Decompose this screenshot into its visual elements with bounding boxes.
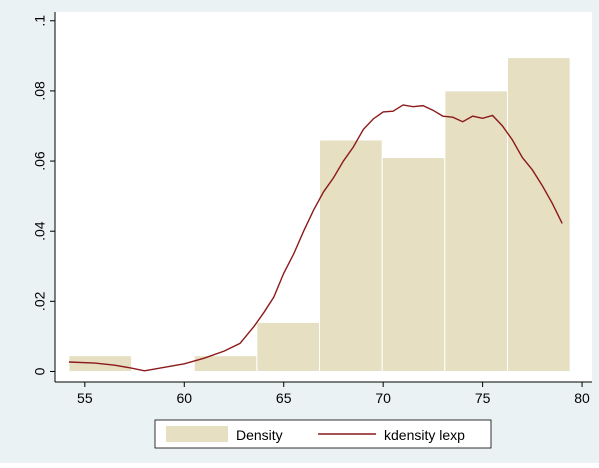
x-tick-label: 55 bbox=[77, 390, 93, 406]
x-axis: 55 60 65 70 75 80 bbox=[55, 381, 592, 406]
y-tick-label: .04 bbox=[32, 221, 48, 241]
histogram-bar-5 bbox=[381, 157, 446, 372]
legend-kdensity-label: kdensity lexp bbox=[384, 427, 465, 443]
x-tick-label: 75 bbox=[475, 390, 491, 406]
y-tick-label: .02 bbox=[32, 291, 48, 311]
histogram-bar-3 bbox=[256, 321, 321, 372]
y-tick-label: .08 bbox=[32, 81, 48, 101]
histogram-bars bbox=[68, 57, 571, 372]
legend-density-label: Density bbox=[236, 427, 283, 443]
kdensity-line bbox=[68, 104, 563, 372]
y-tick-label: 0 bbox=[32, 367, 48, 375]
histogram-bar-7 bbox=[506, 57, 571, 372]
y-tick-label: .06 bbox=[32, 151, 48, 171]
y-axis: 0 .02 .04 .06 .08 .1 bbox=[32, 12, 56, 382]
y-tick-label: .1 bbox=[32, 15, 48, 27]
x-tick-label: 80 bbox=[574, 390, 590, 406]
legend: Density kdensity lexp bbox=[154, 419, 492, 449]
histogram-bar-4 bbox=[319, 139, 383, 372]
x-tick-label: 70 bbox=[375, 390, 391, 406]
legend-density-swatch bbox=[166, 426, 228, 442]
histogram-bar-6 bbox=[444, 90, 508, 372]
x-tick-label: 60 bbox=[176, 390, 192, 406]
x-tick-label: 65 bbox=[276, 390, 292, 406]
